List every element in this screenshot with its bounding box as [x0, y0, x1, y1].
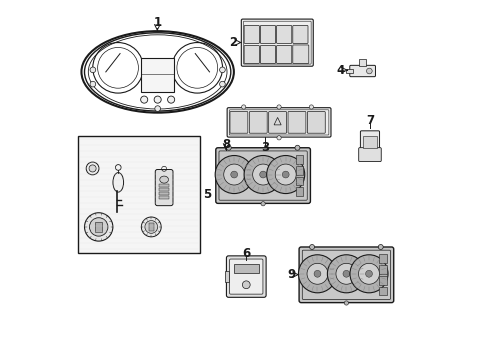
Text: 4: 4 — [335, 64, 344, 77]
Bar — [159, 184, 169, 187]
Bar — [345, 69, 352, 73]
FancyBboxPatch shape — [360, 131, 379, 152]
Circle shape — [266, 156, 304, 194]
FancyBboxPatch shape — [287, 112, 305, 133]
Circle shape — [241, 105, 245, 109]
FancyBboxPatch shape — [268, 112, 286, 133]
Circle shape — [358, 263, 379, 284]
Circle shape — [252, 164, 273, 185]
Circle shape — [344, 301, 348, 305]
Circle shape — [349, 255, 387, 293]
Circle shape — [259, 171, 266, 178]
Text: 2: 2 — [228, 36, 237, 49]
Circle shape — [275, 164, 296, 185]
Bar — [159, 192, 169, 195]
Circle shape — [313, 270, 320, 277]
FancyBboxPatch shape — [226, 108, 330, 137]
Circle shape — [342, 270, 349, 277]
FancyBboxPatch shape — [241, 19, 313, 66]
Circle shape — [219, 81, 225, 87]
Circle shape — [261, 202, 264, 206]
Circle shape — [244, 156, 282, 194]
Text: 7: 7 — [365, 114, 373, 127]
FancyBboxPatch shape — [249, 112, 266, 133]
Circle shape — [282, 171, 288, 178]
Text: 8: 8 — [222, 138, 230, 151]
Bar — [295, 155, 303, 164]
Circle shape — [154, 96, 161, 103]
Circle shape — [141, 217, 161, 237]
Circle shape — [226, 145, 231, 150]
FancyBboxPatch shape — [215, 148, 310, 203]
Ellipse shape — [113, 172, 123, 192]
Text: 3: 3 — [261, 140, 268, 153]
Circle shape — [335, 263, 356, 284]
Text: 9: 9 — [287, 268, 295, 281]
Circle shape — [366, 68, 371, 74]
Bar — [295, 166, 303, 175]
FancyBboxPatch shape — [292, 45, 308, 63]
Bar — [148, 223, 153, 231]
Circle shape — [242, 281, 250, 289]
FancyBboxPatch shape — [292, 26, 307, 43]
Circle shape — [144, 221, 157, 233]
Circle shape — [215, 156, 253, 194]
Circle shape — [224, 164, 244, 185]
Circle shape — [309, 244, 314, 249]
Circle shape — [365, 270, 372, 277]
FancyBboxPatch shape — [260, 26, 275, 43]
Circle shape — [90, 67, 96, 73]
Bar — [359, 59, 365, 66]
Circle shape — [219, 67, 225, 73]
Circle shape — [89, 218, 108, 236]
Bar — [159, 188, 169, 191]
FancyBboxPatch shape — [155, 170, 173, 206]
FancyBboxPatch shape — [299, 247, 393, 303]
FancyBboxPatch shape — [276, 26, 291, 43]
FancyBboxPatch shape — [307, 112, 325, 133]
Circle shape — [378, 244, 383, 249]
FancyBboxPatch shape — [244, 46, 259, 63]
Bar — [233, 264, 258, 273]
Bar — [141, 58, 174, 92]
Bar — [295, 177, 303, 185]
Bar — [95, 222, 102, 232]
Circle shape — [308, 105, 313, 109]
Ellipse shape — [160, 176, 168, 183]
Bar — [378, 254, 386, 263]
Circle shape — [294, 145, 299, 150]
FancyBboxPatch shape — [276, 46, 291, 63]
Circle shape — [306, 263, 327, 284]
Circle shape — [276, 136, 281, 140]
FancyBboxPatch shape — [260, 46, 275, 63]
Circle shape — [167, 96, 174, 103]
Circle shape — [230, 171, 237, 178]
Circle shape — [89, 165, 96, 172]
Bar — [78, 136, 200, 253]
Circle shape — [298, 255, 336, 293]
Bar — [378, 287, 386, 295]
Bar — [224, 271, 228, 282]
Bar — [378, 265, 386, 274]
Circle shape — [327, 255, 365, 293]
Circle shape — [141, 96, 147, 103]
Circle shape — [276, 105, 281, 109]
FancyBboxPatch shape — [229, 259, 263, 294]
FancyBboxPatch shape — [358, 148, 381, 162]
Bar — [378, 276, 386, 284]
Circle shape — [155, 106, 160, 111]
FancyBboxPatch shape — [349, 65, 375, 77]
Text: 5: 5 — [203, 188, 211, 201]
Text: 6: 6 — [242, 247, 250, 260]
Text: 1: 1 — [153, 17, 161, 30]
Circle shape — [84, 213, 113, 241]
FancyBboxPatch shape — [244, 26, 259, 43]
Circle shape — [86, 162, 99, 175]
Bar — [295, 188, 303, 196]
FancyBboxPatch shape — [229, 112, 247, 133]
Bar — [159, 196, 169, 199]
FancyBboxPatch shape — [226, 256, 265, 297]
Circle shape — [90, 81, 96, 87]
Bar — [363, 136, 376, 148]
